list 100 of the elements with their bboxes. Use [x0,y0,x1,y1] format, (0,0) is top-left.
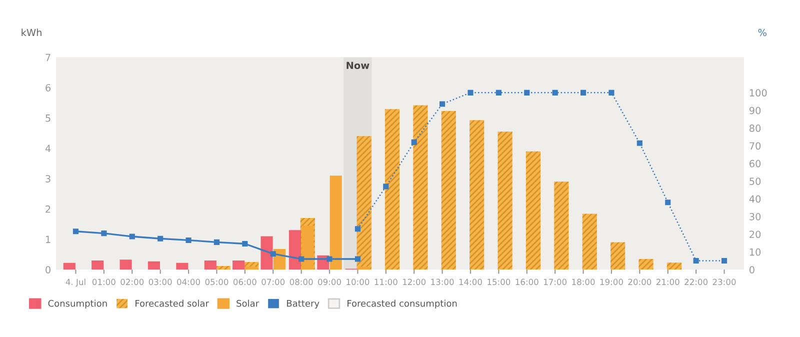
y2-tick-label: 60 [750,160,761,168]
point [665,200,671,206]
bar [498,132,512,270]
x-tick-label: 18:00 [572,278,595,286]
bar [582,214,597,270]
y-tick-label: 4 [45,144,51,152]
x-tick-label: 12:00 [403,278,426,286]
y-tick-label: 6 [46,84,51,92]
band-label: Now [346,62,370,70]
x-tick-label: 14:00 [459,278,482,286]
x-tick-label: 02:00 [120,278,144,286]
x-tick-label: 15:00 [488,278,510,286]
bar [216,266,230,270]
point [186,237,192,244]
point [270,251,276,257]
y2-tick-label: 10 [750,248,761,256]
bar [526,151,541,270]
point [326,256,332,262]
bar [63,262,76,270]
x-tick-label: 16:00 [516,278,538,286]
bar [358,266,370,270]
point [552,90,558,96]
point [354,256,360,262]
bar [610,242,626,270]
x-tick-label: 06:00 [233,278,256,286]
x-tick-label: 22:00 [684,278,708,286]
bar [288,230,301,270]
y-tick-label: 3 [46,175,50,182]
point [298,256,304,262]
y-tick-label: 7 [46,54,50,61]
y-axis-title: kWh [22,28,42,36]
bar [232,260,245,270]
bar [666,262,682,270]
x-tick-label: 01:00 [92,278,116,286]
point [354,226,360,232]
y2-tick-label: 80 [750,124,761,132]
y2-tick-label: 30 [750,213,761,220]
bar [356,136,372,270]
y-tick-label: 2 [46,205,50,213]
bar [176,262,188,270]
point [524,90,530,96]
point [214,239,220,245]
y2-axis-title: % [758,28,766,36]
x-tick-label: 09:00 [318,278,341,286]
point [440,101,446,107]
bar [92,260,104,270]
point [411,139,417,145]
bar [470,120,484,270]
legend-label: Forecasted solar [136,300,209,307]
point [101,230,107,236]
point [693,258,699,264]
y2-tick-label: 50 [750,178,761,185]
legend-label: Consumption [48,300,107,309]
bar [260,236,273,270]
legend-label: Solar [236,300,260,307]
x-tick-label: 20:00 [628,278,652,286]
point [496,90,502,96]
point [608,90,614,96]
bar [413,105,428,270]
x-tick-label: 07:00 [262,278,285,286]
legend-label: Battery [287,300,320,309]
y2-tick-label: 70 [750,142,761,150]
y2-tick-label: 100 [750,89,767,97]
x-tick-label: 19:00 [600,278,623,286]
x-tick-label: 21:00 [656,278,680,286]
y2-tick-label: 40 [749,195,761,203]
point [129,234,135,240]
point [158,236,164,242]
x-tick-label: 11:00 [374,278,398,286]
bar [302,226,314,270]
x-tick-label: 4. Jul [66,278,86,287]
bar [245,266,258,270]
bar [554,182,569,270]
point [383,184,389,190]
x-tick-label: 08:00 [290,278,313,286]
bar [441,110,456,270]
bar [120,260,132,270]
point [72,228,79,234]
y-tick-label: 5 [46,114,50,122]
x-tick-label: 10:00 [346,278,370,286]
x-tick-label: 13:00 [431,278,454,286]
y2-tick-label: 20 [750,230,761,238]
point [242,240,248,247]
x-tick-label: 23:00 [712,278,736,286]
y-tick-label: 0 [46,266,50,274]
point [721,258,728,264]
x-tick-label: 05:00 [205,278,228,286]
bar [384,109,400,270]
x-tick-label: 17:00 [544,278,567,286]
x-tick-label: 03:00 [148,278,172,286]
bar [638,258,654,270]
y2-tick-label: 90 [749,106,761,114]
point [468,90,474,96]
y-tick-label: 1 [46,236,50,243]
bar [330,176,342,270]
y2-tick-label: 0 [750,266,754,274]
bar [204,260,216,270]
point [580,90,586,96]
legend-label: Forecasted consumption [348,300,457,309]
x-tick-label: 04:00 [177,278,200,286]
